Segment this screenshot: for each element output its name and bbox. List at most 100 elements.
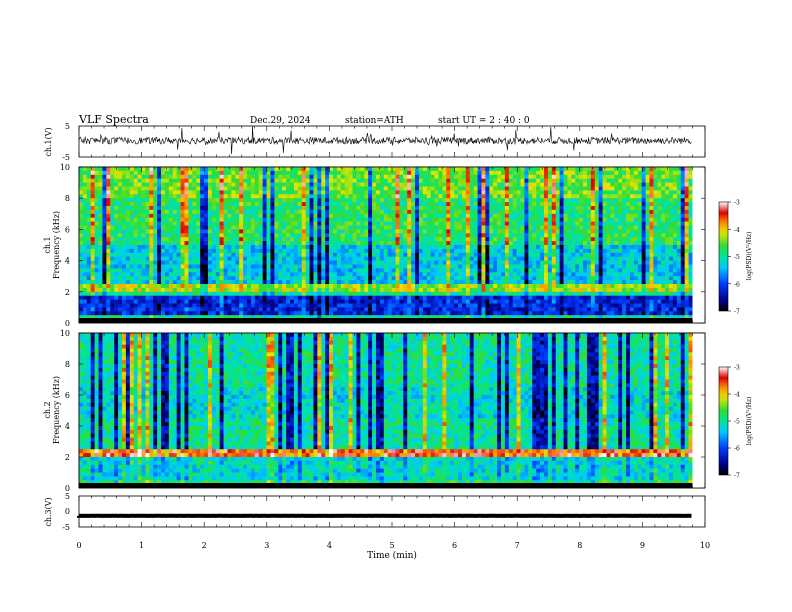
spectrogram-cell	[520, 198, 525, 203]
spectrogram-cell	[465, 206, 471, 211]
spectrogram-cell	[438, 280, 443, 285]
spectrogram-cell	[680, 186, 685, 191]
spectrogram-cell	[598, 221, 603, 226]
spectrogram-cell	[501, 241, 506, 246]
spectrogram-cell	[305, 237, 310, 242]
spectrogram-cell	[469, 276, 474, 281]
spectrogram-cell	[403, 252, 408, 257]
spectrogram-cell	[270, 178, 275, 183]
spectrogram-cell	[98, 241, 103, 246]
spectrogram-cell	[418, 194, 424, 199]
spectrogram-cell	[661, 229, 666, 234]
spectrogram-cell	[286, 256, 291, 261]
spectrogram-cell	[145, 194, 150, 199]
spectrogram-cell	[606, 182, 611, 187]
spectrogram-cell	[360, 268, 365, 273]
spectrogram-cell	[375, 221, 381, 226]
spectrogram-cell	[610, 202, 615, 207]
spectrogram-cell	[368, 233, 373, 238]
spectrogram-cell	[450, 241, 455, 246]
spectrogram-cell	[469, 190, 474, 195]
spectrogram-cell	[211, 182, 217, 187]
spectrogram-cell	[434, 202, 439, 207]
spectrogram-cell	[332, 170, 338, 176]
spectrogram-cell	[290, 256, 295, 261]
spectrogram-cell	[477, 225, 482, 230]
spectrogram-cell	[98, 209, 103, 215]
spectrogram-cell	[110, 206, 115, 211]
spectrogram-cell	[164, 186, 170, 191]
spectrogram-cell	[114, 174, 119, 179]
spectrogram-cell	[684, 248, 689, 254]
spectrogram-cell	[223, 213, 228, 218]
spectrogram-cell	[301, 174, 306, 179]
spectrogram-cell	[672, 178, 678, 183]
spectrogram-cell	[532, 182, 537, 187]
spectrogram-cell	[403, 174, 408, 179]
spectrogram-cell	[684, 272, 689, 277]
spectrogram-cell	[411, 209, 416, 215]
spectrogram-cell	[645, 233, 650, 238]
spectrogram-cell	[106, 206, 111, 211]
spectrogram-cell	[399, 202, 404, 207]
spectrogram-cell	[227, 245, 232, 250]
spectrogram-cell	[563, 284, 568, 289]
spectrogram-cell	[407, 229, 412, 234]
spectrogram-cell	[622, 194, 627, 199]
spectrogram-cell	[184, 198, 189, 203]
spectrogram-cell	[125, 256, 131, 261]
spectrogram-cell	[274, 202, 279, 207]
spectrogram-cell	[270, 280, 275, 285]
spectrogram-cell	[235, 198, 240, 203]
spectrogram-cell	[567, 182, 572, 187]
spectrogram-cell	[395, 256, 400, 261]
spectrogram-cell	[114, 245, 119, 250]
spectrogram-cell	[243, 221, 248, 226]
spectrogram-cell	[90, 202, 95, 207]
spectrogram-cell	[618, 229, 623, 234]
spectrogram-cell	[641, 190, 646, 195]
spectrogram-cell	[583, 268, 588, 273]
spectrogram-cell	[153, 237, 158, 242]
spectrogram-cell	[590, 186, 596, 191]
spectrogram-cell	[317, 186, 322, 191]
spectrogram-cell	[575, 268, 580, 273]
spectrogram-cell	[274, 190, 279, 195]
spectrogram-cell	[352, 272, 357, 277]
spectrogram-cell	[118, 276, 123, 281]
spectrogram-cell	[309, 245, 314, 250]
spectrogram-cell	[336, 225, 342, 230]
spectrogram-cell	[293, 202, 299, 207]
spectrogram-cell	[157, 241, 162, 246]
spectrogram-cell	[567, 260, 572, 265]
spectrogram-cell	[493, 260, 498, 265]
spectrogram-cell	[594, 170, 599, 176]
spectrogram-cell	[547, 170, 553, 176]
spectrogram-cell	[118, 209, 123, 215]
spectrogram-cell	[649, 198, 654, 203]
spectrogram-cell	[188, 268, 193, 273]
spectrogram-cell	[540, 276, 545, 281]
spectrogram-cell	[375, 194, 381, 199]
spectrogram-cell	[665, 182, 670, 187]
spectrogram-cell	[551, 213, 557, 218]
spectrogram-cell	[501, 229, 506, 234]
spectrogram-cell	[313, 237, 318, 242]
spectrogram-cell	[211, 248, 217, 254]
spectrogram-cell	[395, 225, 400, 230]
spectrogram-cell	[669, 221, 674, 226]
spectrogram-cell	[411, 241, 416, 246]
spectrogram-cell	[579, 256, 584, 261]
spectrogram-cell	[633, 170, 639, 176]
spectrogram-cell	[442, 186, 447, 191]
spectrogram-cell	[282, 260, 287, 265]
spectrogram-cell	[547, 276, 553, 281]
spectrogram-cell	[497, 233, 502, 238]
spectrogram-cell	[235, 190, 240, 195]
spectrogram-cell	[661, 248, 666, 254]
spectrogram-cell	[602, 213, 607, 218]
spectrogram-cell	[387, 248, 392, 254]
spectrogram-cell	[516, 276, 521, 281]
spectrogram-cell	[125, 272, 131, 277]
spectrogram-cell	[629, 206, 635, 211]
